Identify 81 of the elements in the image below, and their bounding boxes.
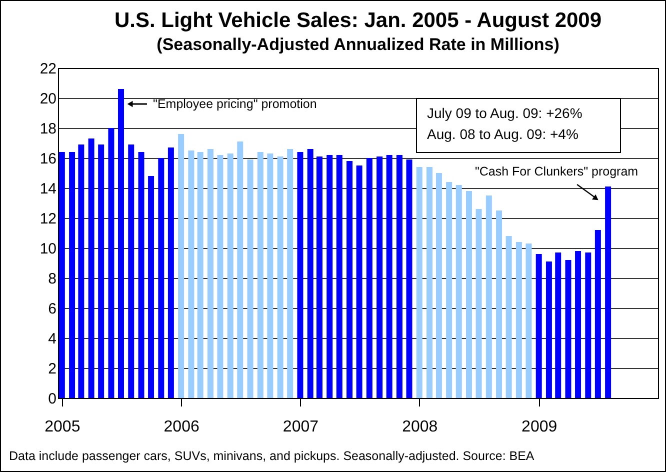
bar	[247, 160, 254, 398]
bar	[396, 155, 402, 398]
bar	[594, 230, 601, 398]
text: Data include passenger cars, SUVs, minivans, and pickups. Seasonally-adjusted. Source: BEA	[9, 449, 534, 463]
bar	[536, 254, 542, 398]
bar	[356, 166, 362, 398]
y-tick-label: 6	[48, 300, 56, 318]
bar	[555, 252, 562, 398]
bar	[516, 242, 522, 398]
bar	[366, 158, 372, 398]
bar	[227, 154, 234, 398]
bar	[128, 144, 134, 398]
bar	[436, 173, 442, 398]
bar	[257, 152, 264, 398]
bar	[496, 210, 502, 398]
bar	[546, 262, 552, 398]
bar	[297, 152, 304, 398]
y-tick-label: 2	[48, 360, 56, 378]
bar	[148, 176, 154, 398]
bar	[575, 251, 582, 398]
bar	[267, 154, 274, 398]
annotation: Aug. 08 to Aug. 09: +4%	[427, 125, 580, 144]
bar	[197, 152, 204, 398]
bar	[466, 191, 472, 398]
bar	[188, 150, 194, 398]
bar	[237, 142, 244, 398]
bar	[446, 182, 452, 398]
bar	[316, 156, 322, 398]
y-tick-label: 4	[48, 330, 56, 348]
bar	[108, 128, 114, 398]
y-tick-label: 10	[40, 240, 56, 258]
x-tick-label: 2009	[522, 418, 558, 436]
bar	[526, 244, 532, 398]
y-tick-label: 18	[40, 120, 56, 138]
bar	[386, 155, 392, 398]
bar	[585, 252, 592, 398]
annotation: "Cash For Clunkers" program	[474, 164, 638, 178]
bar	[565, 260, 572, 398]
y-tick-label: 0	[48, 390, 56, 408]
bar	[336, 155, 342, 398]
bar	[346, 161, 353, 398]
bar	[426, 167, 432, 398]
bar	[406, 160, 412, 398]
bar	[307, 149, 314, 398]
x-tick-label: 2006	[164, 418, 200, 436]
bar	[486, 196, 492, 398]
bar	[58, 152, 65, 398]
bar	[326, 155, 333, 398]
bar	[376, 156, 383, 398]
bar	[78, 144, 84, 398]
bar	[287, 149, 294, 398]
bar	[168, 148, 174, 398]
bar	[158, 158, 164, 398]
bar	[69, 152, 76, 398]
bar	[217, 155, 224, 398]
bar	[138, 152, 144, 398]
bar	[456, 185, 462, 398]
y-tick-label: 8	[48, 270, 56, 288]
bar	[118, 89, 124, 398]
x-tick-label: 2005	[44, 418, 80, 436]
bar	[416, 167, 422, 398]
bar	[277, 156, 284, 398]
y-tick-label: 14	[40, 180, 56, 198]
annotation: "Employee pricing" promotion	[153, 97, 317, 111]
bar	[605, 186, 612, 398]
x-tick-label: 2008	[402, 418, 438, 436]
y-tick-label: 20	[40, 90, 56, 108]
bar	[178, 134, 184, 398]
chart-subtitle: (Seasonally-Adjusted Annualized Rate in Millions)	[156, 35, 560, 54]
y-tick-label: 16	[40, 150, 56, 168]
y-tick-label: 22	[40, 60, 56, 78]
text-box: July 09 to Aug. 09: +26% Aug. 08 to Aug. 09: +4%	[416, 98, 621, 153]
x-tick-label: 2007	[282, 418, 319, 436]
bar	[506, 236, 512, 398]
y-tick-label: 12	[40, 210, 56, 228]
bar	[88, 138, 94, 398]
bar	[476, 209, 482, 398]
chart-title: U.S. Light Vehicle Sales: Jan. 2005 - August 2009	[114, 9, 602, 32]
annotation: July 09 to Aug. 09: +26%	[427, 104, 584, 123]
bar	[207, 149, 214, 398]
bar	[98, 144, 104, 398]
